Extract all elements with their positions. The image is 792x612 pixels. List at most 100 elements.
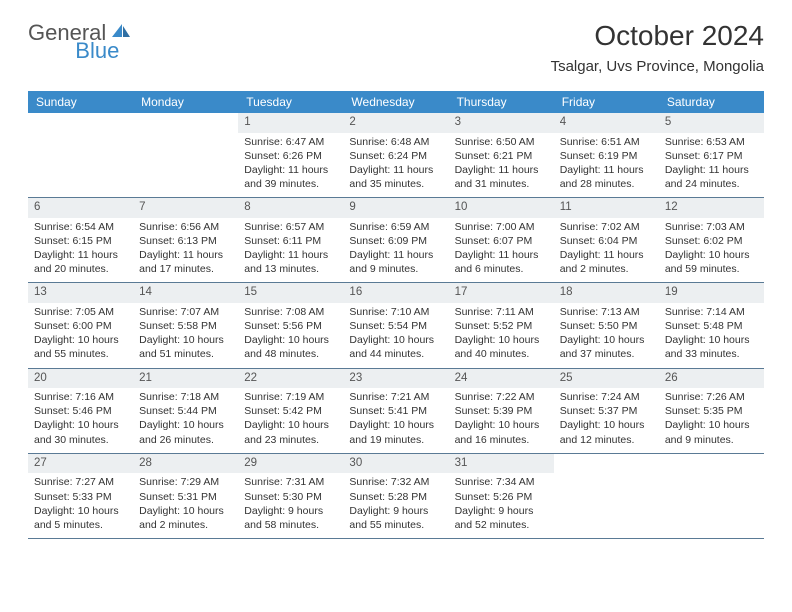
sunrise-line: Sunrise: 7:16 AM [34,390,127,404]
sunset-line: Sunset: 5:42 PM [244,404,337,418]
day-number: 16 [343,283,448,303]
daylight-line: Daylight: 11 hours and 20 minutes. [34,248,127,276]
daylight-line: Daylight: 10 hours and 33 minutes. [665,333,758,361]
day-cell: 10Sunrise: 7:00 AMSunset: 6:07 PMDayligh… [449,198,554,282]
sunset-line: Sunset: 5:44 PM [139,404,232,418]
sunset-line: Sunset: 5:30 PM [244,490,337,504]
daylight-line: Daylight: 10 hours and 2 minutes. [139,504,232,532]
day-number: 20 [28,369,133,389]
day-number: 23 [343,369,448,389]
header: General Blue October 2024 Tsalgar, Uvs P… [0,0,792,83]
day-cell: 11Sunrise: 7:02 AMSunset: 6:04 PMDayligh… [554,198,659,282]
sunrise-line: Sunrise: 7:02 AM [560,220,653,234]
daylight-line: Daylight: 10 hours and 12 minutes. [560,418,653,446]
day-number: 5 [659,113,764,133]
weekday-header: Tuesday [238,91,343,113]
daylight-line: Daylight: 10 hours and 30 minutes. [34,418,127,446]
daylight-line: Daylight: 10 hours and 37 minutes. [560,333,653,361]
sunset-line: Sunset: 5:56 PM [244,319,337,333]
day-cell: 26Sunrise: 7:26 AMSunset: 5:35 PMDayligh… [659,369,764,453]
daylight-line: Daylight: 11 hours and 28 minutes. [560,163,653,191]
day-cell: 24Sunrise: 7:22 AMSunset: 5:39 PMDayligh… [449,369,554,453]
daylight-line: Daylight: 10 hours and 19 minutes. [349,418,442,446]
daylight-line: Daylight: 9 hours and 52 minutes. [455,504,548,532]
sunrise-line: Sunrise: 6:48 AM [349,135,442,149]
sunset-line: Sunset: 5:33 PM [34,490,127,504]
day-cell: 16Sunrise: 7:10 AMSunset: 5:54 PMDayligh… [343,283,448,367]
week-row: 13Sunrise: 7:05 AMSunset: 6:00 PMDayligh… [28,283,764,368]
sunrise-line: Sunrise: 6:57 AM [244,220,337,234]
daylight-line: Daylight: 11 hours and 13 minutes. [244,248,337,276]
weekday-header-row: SundayMondayTuesdayWednesdayThursdayFrid… [28,91,764,113]
daylight-line: Daylight: 10 hours and 23 minutes. [244,418,337,446]
day-cell: 18Sunrise: 7:13 AMSunset: 5:50 PMDayligh… [554,283,659,367]
day-number: 17 [449,283,554,303]
logo: General Blue [28,20,181,46]
daylight-line: Daylight: 10 hours and 16 minutes. [455,418,548,446]
day-number: 2 [343,113,448,133]
sunset-line: Sunset: 5:28 PM [349,490,442,504]
day-number: 11 [554,198,659,218]
day-cell: 7Sunrise: 6:56 AMSunset: 6:13 PMDaylight… [133,198,238,282]
day-cell: 15Sunrise: 7:08 AMSunset: 5:56 PMDayligh… [238,283,343,367]
daylight-line: Daylight: 11 hours and 39 minutes. [244,163,337,191]
daylight-line: Daylight: 11 hours and 9 minutes. [349,248,442,276]
sunrise-line: Sunrise: 7:19 AM [244,390,337,404]
day-cell: 13Sunrise: 7:05 AMSunset: 6:00 PMDayligh… [28,283,133,367]
sunrise-line: Sunrise: 7:08 AM [244,305,337,319]
daylight-line: Daylight: 11 hours and 6 minutes. [455,248,548,276]
sunset-line: Sunset: 5:37 PM [560,404,653,418]
sunrise-line: Sunrise: 6:51 AM [560,135,653,149]
day-cell: 19Sunrise: 7:14 AMSunset: 5:48 PMDayligh… [659,283,764,367]
sunrise-line: Sunrise: 7:13 AM [560,305,653,319]
sunset-line: Sunset: 6:21 PM [455,149,548,163]
sunset-line: Sunset: 6:09 PM [349,234,442,248]
day-number: 19 [659,283,764,303]
sunrise-line: Sunrise: 7:18 AM [139,390,232,404]
day-number: 28 [133,454,238,474]
week-row: 27Sunrise: 7:27 AMSunset: 5:33 PMDayligh… [28,454,764,539]
daylight-line: Daylight: 10 hours and 44 minutes. [349,333,442,361]
sunrise-line: Sunrise: 6:54 AM [34,220,127,234]
day-cell: 27Sunrise: 7:27 AMSunset: 5:33 PMDayligh… [28,454,133,538]
sunset-line: Sunset: 5:54 PM [349,319,442,333]
sunset-line: Sunset: 5:58 PM [139,319,232,333]
daylight-line: Daylight: 11 hours and 31 minutes. [455,163,548,191]
sunset-line: Sunset: 5:50 PM [560,319,653,333]
daylight-line: Daylight: 10 hours and 9 minutes. [665,418,758,446]
weekday-header: Thursday [449,91,554,113]
day-cell: 29Sunrise: 7:31 AMSunset: 5:30 PMDayligh… [238,454,343,538]
daylight-line: Daylight: 10 hours and 40 minutes. [455,333,548,361]
day-cell: 14Sunrise: 7:07 AMSunset: 5:58 PMDayligh… [133,283,238,367]
daylight-line: Daylight: 10 hours and 51 minutes. [139,333,232,361]
day-cell [28,113,133,197]
sunset-line: Sunset: 6:17 PM [665,149,758,163]
sunset-line: Sunset: 5:26 PM [455,490,548,504]
day-cell: 2Sunrise: 6:48 AMSunset: 6:24 PMDaylight… [343,113,448,197]
sunrise-line: Sunrise: 7:31 AM [244,475,337,489]
day-number: 25 [554,369,659,389]
sunrise-line: Sunrise: 6:53 AM [665,135,758,149]
sunrise-line: Sunrise: 7:21 AM [349,390,442,404]
sunset-line: Sunset: 5:46 PM [34,404,127,418]
day-number: 30 [343,454,448,474]
sunrise-line: Sunrise: 7:29 AM [139,475,232,489]
day-cell [659,454,764,538]
day-number: 8 [238,198,343,218]
week-row: 1Sunrise: 6:47 AMSunset: 6:26 PMDaylight… [28,113,764,198]
sunrise-line: Sunrise: 7:26 AM [665,390,758,404]
daylight-line: Daylight: 11 hours and 17 minutes. [139,248,232,276]
sunset-line: Sunset: 5:48 PM [665,319,758,333]
sunset-line: Sunset: 5:39 PM [455,404,548,418]
daylight-line: Daylight: 10 hours and 55 minutes. [34,333,127,361]
daylight-line: Daylight: 10 hours and 5 minutes. [34,504,127,532]
sunrise-line: Sunrise: 6:47 AM [244,135,337,149]
day-number: 1 [238,113,343,133]
location: Tsalgar, Uvs Province, Mongolia [551,58,764,75]
sunset-line: Sunset: 6:00 PM [34,319,127,333]
day-cell: 23Sunrise: 7:21 AMSunset: 5:41 PMDayligh… [343,369,448,453]
daylight-line: Daylight: 10 hours and 59 minutes. [665,248,758,276]
sunset-line: Sunset: 6:19 PM [560,149,653,163]
day-cell [133,113,238,197]
daylight-line: Daylight: 9 hours and 55 minutes. [349,504,442,532]
